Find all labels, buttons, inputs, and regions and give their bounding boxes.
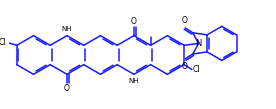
Text: NH: NH [62,26,72,32]
Text: O: O [131,17,137,26]
Text: N: N [195,39,202,48]
Text: NH: NH [129,78,139,84]
Text: O: O [64,84,70,93]
Text: Cl: Cl [193,65,200,74]
Text: O: O [181,62,187,71]
Text: Cl: Cl [0,38,6,47]
Text: O: O [181,16,187,25]
